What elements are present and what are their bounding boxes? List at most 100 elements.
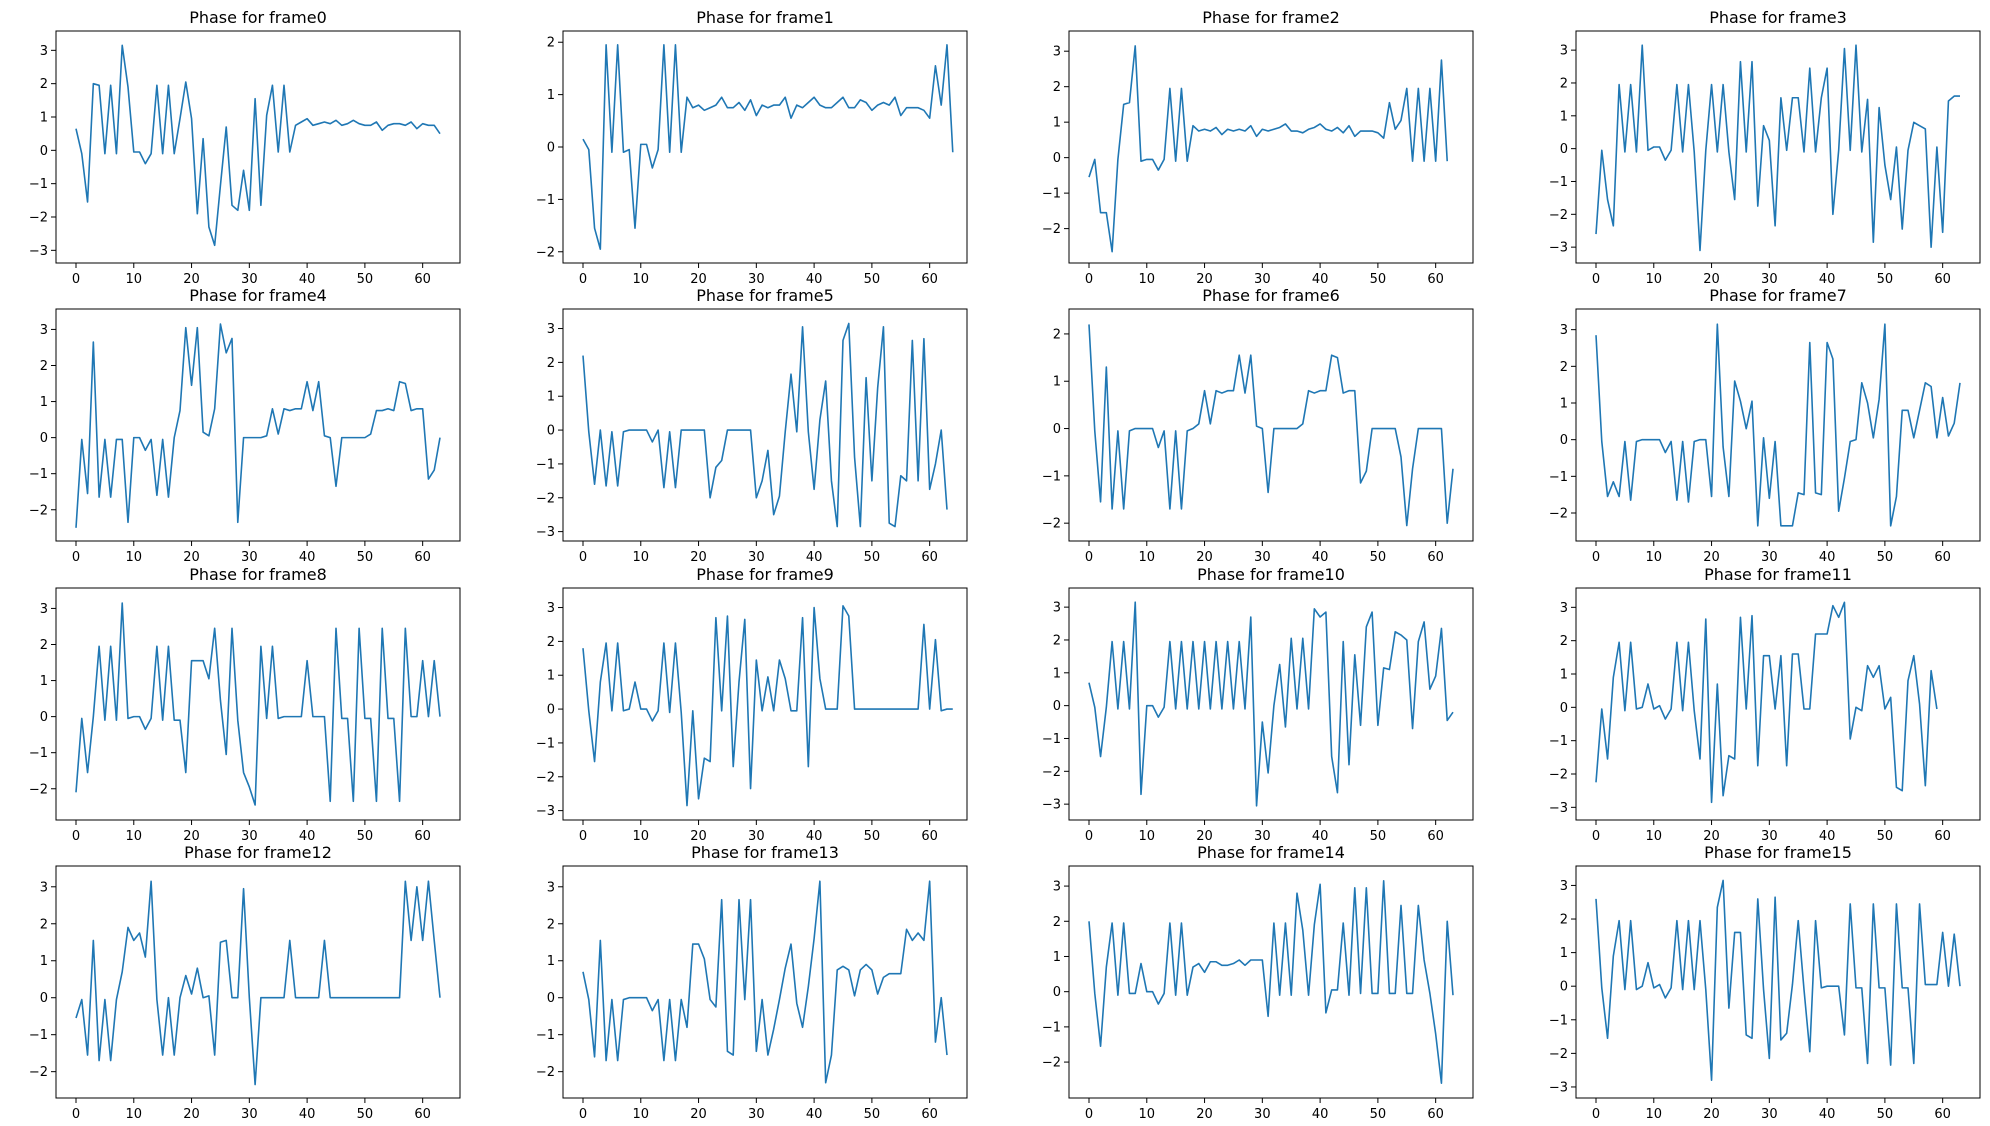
x-tick-label: 30 bbox=[748, 1107, 765, 1122]
y-tick-label: 3 bbox=[547, 880, 555, 895]
x-tick-label: 40 bbox=[806, 829, 823, 844]
y-tick-label: −2 bbox=[29, 503, 48, 518]
y-tick-label: −3 bbox=[1549, 241, 1568, 256]
x-tick-label: 30 bbox=[241, 272, 258, 287]
phase-series-line bbox=[75, 880, 441, 1086]
y-tick-label: −2 bbox=[29, 211, 48, 226]
plot-title: Phase for frame8 bbox=[189, 565, 327, 584]
x-tick-label: 50 bbox=[1370, 829, 1387, 844]
subplot-10: Phase for frame10 0 10 20 30 40 50 60 −3 −2 −1 0 1 2 3 bbox=[1042, 565, 1474, 844]
y-tick-label: −2 bbox=[1042, 1056, 1061, 1071]
plot-title: Phase for frame10 bbox=[1197, 565, 1345, 584]
x-tick-label: 30 bbox=[1254, 829, 1271, 844]
y-tick-label: 0 bbox=[1560, 142, 1568, 157]
y-tick-label: −1 bbox=[29, 467, 48, 482]
y-tick-label: −3 bbox=[536, 804, 555, 819]
x-tick-label: 40 bbox=[806, 272, 823, 287]
x-tick-label: 60 bbox=[1934, 272, 1951, 287]
y-tick-label: 3 bbox=[1053, 880, 1061, 895]
plot-title: Phase for frame14 bbox=[1197, 843, 1345, 862]
y-tick-label: 0 bbox=[547, 424, 555, 439]
phase-series-line bbox=[1088, 879, 1454, 1084]
y-tick-label: 1 bbox=[1053, 116, 1061, 131]
x-tick-label: 50 bbox=[1370, 1107, 1387, 1122]
x-tick-label: 10 bbox=[633, 1107, 650, 1122]
y-tick-label: −1 bbox=[1042, 469, 1061, 484]
y-tick-label: −2 bbox=[536, 491, 555, 506]
x-tick-label: 30 bbox=[1254, 272, 1271, 287]
x-tick-label: 50 bbox=[357, 829, 374, 844]
x-tick-label: 50 bbox=[864, 829, 881, 844]
x-tick-label: 50 bbox=[1877, 1107, 1894, 1122]
y-tick-label: 3 bbox=[547, 601, 555, 616]
x-tick-label: 20 bbox=[183, 550, 200, 565]
y-tick-label: 2 bbox=[547, 917, 555, 932]
subplot-15: Phase for frame15 0 10 20 30 40 50 60 −3 −2 −1 0 1 2 3 bbox=[1549, 843, 1981, 1122]
y-tick-label: −1 bbox=[1042, 1020, 1061, 1035]
phase-series-line bbox=[1088, 45, 1449, 253]
x-tick-label: 20 bbox=[1196, 272, 1213, 287]
x-tick-label: 50 bbox=[357, 272, 374, 287]
y-tick-label: 3 bbox=[1053, 45, 1061, 60]
y-tick-label: 2 bbox=[40, 917, 48, 932]
subplot-6: Phase for frame6 0 10 20 30 40 50 60 −2 −1 0 1 2 bbox=[1042, 286, 1474, 565]
x-tick-label: 30 bbox=[1761, 550, 1778, 565]
x-tick-label: 40 bbox=[1312, 1107, 1329, 1122]
plot-title: Phase for frame3 bbox=[1709, 8, 1847, 27]
y-tick-label: 0 bbox=[547, 991, 555, 1006]
x-tick-label: 30 bbox=[748, 829, 765, 844]
x-tick-label: 10 bbox=[1646, 1107, 1663, 1122]
subplot-1: Phase for frame1 0 10 20 30 40 50 60 −2 −1 0 1 2 bbox=[536, 8, 968, 287]
x-tick-label: 0 bbox=[72, 550, 80, 565]
x-tick-label: 60 bbox=[1427, 272, 1444, 287]
y-tick-label: −2 bbox=[1549, 1047, 1568, 1062]
x-tick-label: 0 bbox=[1592, 272, 1600, 287]
x-tick-label: 40 bbox=[1819, 550, 1836, 565]
y-tick-label: 1 bbox=[1053, 375, 1061, 390]
phase-series-line bbox=[75, 44, 441, 247]
phase-series-line bbox=[582, 605, 953, 807]
y-tick-label: −1 bbox=[1042, 187, 1061, 202]
y-tick-label: 2 bbox=[1053, 915, 1061, 930]
x-tick-label: 0 bbox=[1085, 272, 1093, 287]
x-tick-label: 30 bbox=[241, 550, 258, 565]
y-tick-label: −1 bbox=[1549, 1013, 1568, 1028]
x-tick-label: 30 bbox=[1254, 1107, 1271, 1122]
x-tick-label: 10 bbox=[1139, 829, 1156, 844]
y-tick-label: −1 bbox=[536, 457, 555, 472]
y-tick-label: 3 bbox=[1560, 601, 1568, 616]
x-tick-label: 60 bbox=[1427, 1107, 1444, 1122]
x-tick-label: 0 bbox=[1592, 1107, 1600, 1122]
y-tick-label: −2 bbox=[536, 245, 555, 260]
x-tick-label: 30 bbox=[241, 829, 258, 844]
y-tick-label: 1 bbox=[40, 674, 48, 689]
phase-series-line bbox=[1088, 324, 1454, 527]
x-tick-label: 40 bbox=[1819, 272, 1836, 287]
plot-title: Phase for frame11 bbox=[1704, 565, 1852, 584]
y-tick-label: 3 bbox=[40, 323, 48, 338]
x-tick-label: 0 bbox=[579, 272, 587, 287]
x-tick-label: 60 bbox=[921, 1107, 938, 1122]
plot-title: Phase for frame0 bbox=[189, 8, 327, 27]
x-tick-label: 20 bbox=[1703, 272, 1720, 287]
x-tick-label: 60 bbox=[1427, 550, 1444, 565]
x-tick-label: 60 bbox=[1934, 1107, 1951, 1122]
y-tick-label: 3 bbox=[1053, 601, 1061, 616]
x-tick-label: 60 bbox=[921, 829, 938, 844]
x-tick-label: 0 bbox=[72, 272, 80, 287]
plot-title: Phase for frame2 bbox=[1202, 8, 1340, 27]
y-tick-label: 2 bbox=[1053, 80, 1061, 95]
x-tick-label: 30 bbox=[748, 272, 765, 287]
x-tick-label: 20 bbox=[690, 1107, 707, 1122]
y-tick-label: −2 bbox=[536, 770, 555, 785]
phase-series-line bbox=[1088, 601, 1454, 807]
subplot-12: Phase for frame12 0 10 20 30 40 50 60 −2 −1 0 1 2 3 bbox=[29, 843, 461, 1122]
x-tick-label: 20 bbox=[1196, 829, 1213, 844]
y-tick-label: −2 bbox=[1549, 768, 1568, 783]
x-tick-label: 30 bbox=[1761, 829, 1778, 844]
subplot-11: Phase for frame11 0 10 20 30 40 50 60 −3 −2 −1 0 1 2 3 bbox=[1549, 565, 1981, 844]
subplot-9: Phase for frame9 0 10 20 30 40 50 60 −3 −2 −1 0 1 2 3 bbox=[536, 565, 968, 844]
plot-area bbox=[55, 308, 461, 542]
plot-title: Phase for frame5 bbox=[696, 286, 834, 305]
